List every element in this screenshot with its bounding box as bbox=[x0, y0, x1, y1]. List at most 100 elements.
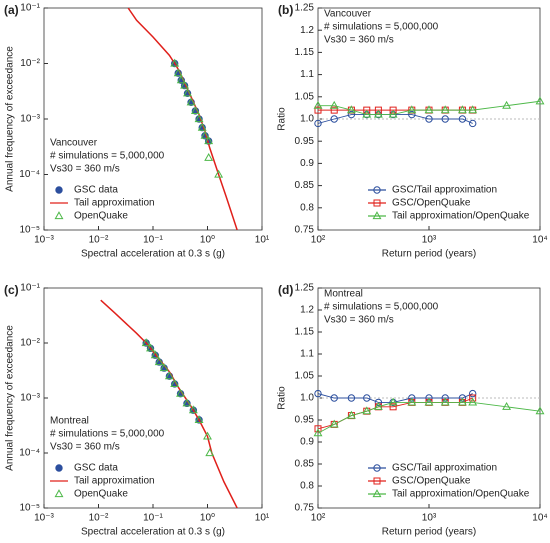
marker bbox=[388, 109, 398, 118]
panel: (b) 10² 10³ 10⁴ 0.75 0.8 0.85 0.9 0.95 1.0 1.05 1.1… bbox=[277, 3, 548, 260]
marker bbox=[502, 100, 512, 109]
marker bbox=[468, 119, 477, 128]
marker bbox=[204, 136, 214, 145]
marker bbox=[170, 58, 180, 67]
marker bbox=[373, 464, 381, 472]
y-tick-label: 0.95 bbox=[295, 415, 315, 426]
y-tick-label: 0.9 bbox=[300, 158, 314, 169]
marker bbox=[468, 105, 478, 114]
marker bbox=[388, 397, 398, 406]
y-tick-label: 0.85 bbox=[295, 459, 315, 470]
x-tick-label: 10⁻³ bbox=[34, 513, 54, 524]
x-tick-label: 10⁻² bbox=[89, 235, 109, 246]
annotation: Vs30 = 360 m/s bbox=[324, 35, 394, 46]
annotation: # simulations = 5,000,000 bbox=[324, 22, 439, 33]
marker bbox=[54, 489, 64, 498]
y-tick-label: 0.75 bbox=[295, 225, 315, 236]
marker bbox=[314, 389, 322, 398]
marker bbox=[373, 186, 381, 194]
y-axis-label: Annual frequency of exceedance bbox=[5, 325, 16, 471]
marker bbox=[214, 169, 224, 178]
y-tick-label: 0.8 bbox=[300, 202, 314, 213]
marker bbox=[425, 394, 433, 402]
marker bbox=[535, 406, 545, 415]
x-tick-label: 10¹ bbox=[255, 235, 270, 246]
marker bbox=[200, 130, 210, 139]
legend-label: OpenQuake bbox=[74, 489, 128, 500]
x-tick-label: 10⁻³ bbox=[34, 235, 54, 246]
y-tick-label: 1.0 bbox=[300, 393, 314, 404]
y-tick-label: 1.25 bbox=[295, 283, 315, 294]
y-tick-label: 10⁻⁴ bbox=[19, 448, 40, 459]
marker bbox=[183, 88, 192, 97]
marker bbox=[372, 211, 382, 220]
marker bbox=[55, 464, 63, 472]
y-tick-label: 1.2 bbox=[300, 25, 314, 36]
marker bbox=[457, 105, 467, 114]
marker bbox=[363, 106, 371, 114]
legend-label: GSC/Tail approximation bbox=[392, 185, 497, 196]
marker bbox=[159, 363, 169, 372]
marker bbox=[389, 106, 397, 114]
y-tick-label: 0.75 bbox=[295, 503, 315, 514]
y-axis-label: Annual frequency of exceedance bbox=[5, 46, 16, 192]
marker bbox=[186, 97, 196, 106]
legend-label: Tail approximation bbox=[74, 476, 155, 487]
marker bbox=[170, 379, 180, 388]
marker bbox=[205, 448, 215, 457]
y-tick-label: 10⁻³ bbox=[20, 114, 40, 125]
marker bbox=[330, 106, 338, 114]
marker bbox=[362, 109, 372, 118]
marker bbox=[176, 388, 185, 397]
x-tick-label: 10⁻² bbox=[89, 513, 109, 524]
marker bbox=[347, 394, 356, 402]
marker bbox=[372, 489, 382, 498]
y-tick-label: 1.05 bbox=[295, 91, 315, 102]
legend-label: Tail approximation/OpenQuake bbox=[392, 211, 530, 222]
y-tick-label: 0.85 bbox=[295, 180, 315, 191]
marker bbox=[502, 401, 512, 410]
y-tick-label: 10⁻¹ bbox=[20, 3, 40, 14]
marker bbox=[458, 115, 467, 123]
y-tick-label: 0.9 bbox=[300, 437, 314, 448]
x-axis-label: Return period (years) bbox=[382, 249, 476, 260]
x-tick-label: 10³ bbox=[422, 235, 437, 246]
marker bbox=[362, 406, 372, 415]
marker bbox=[407, 397, 417, 406]
y-axis-label: Ratio bbox=[277, 386, 288, 410]
y-tick-label: 10⁻⁵ bbox=[19, 503, 40, 514]
marker bbox=[150, 350, 160, 359]
x-tick-label: 10³ bbox=[422, 513, 437, 524]
y-tick-label: 1.1 bbox=[300, 349, 314, 360]
marker bbox=[194, 114, 204, 123]
marker bbox=[194, 415, 204, 423]
annotation: # simulations = 5,000,000 bbox=[50, 151, 165, 162]
annotation: # simulations = 5,000,000 bbox=[50, 429, 165, 440]
marker bbox=[55, 186, 63, 194]
marker bbox=[363, 394, 371, 402]
x-axis-label: Spectral acceleration at 0.3 s (g) bbox=[81, 527, 225, 538]
x-axis-label: Spectral acceleration at 0.3 s (g) bbox=[81, 249, 225, 260]
marker bbox=[329, 100, 339, 109]
marker bbox=[535, 96, 545, 105]
panel: (c) 10⁻³ 10⁻² 10⁻¹ 10⁰ 10¹ 10⁻⁵ 10⁻⁴ 10⁻³ 10⁻² 10⁻… bbox=[4, 283, 270, 538]
panel-label: (b) bbox=[278, 3, 293, 17]
y-tick-label: 1.25 bbox=[295, 3, 315, 14]
y-axis-label: Ratio bbox=[277, 107, 288, 131]
marker bbox=[346, 410, 356, 419]
marker bbox=[373, 199, 381, 207]
x-tick-label: 10⁻¹ bbox=[143, 235, 163, 246]
marker bbox=[389, 403, 397, 411]
y-tick-label: 1.05 bbox=[295, 371, 315, 382]
x-tick-label: 10⁰ bbox=[200, 235, 215, 246]
marker bbox=[374, 398, 383, 407]
marker bbox=[330, 115, 338, 123]
x-axis-label: Return period (years) bbox=[382, 527, 476, 538]
marker bbox=[203, 431, 212, 440]
x-tick-label: 10¹ bbox=[255, 513, 270, 524]
marker bbox=[54, 211, 64, 220]
marker bbox=[329, 419, 339, 428]
legend-label: GSC/OpenQuake bbox=[392, 198, 471, 209]
y-tick-label: 10⁻⁴ bbox=[19, 169, 40, 180]
marker bbox=[468, 397, 478, 406]
